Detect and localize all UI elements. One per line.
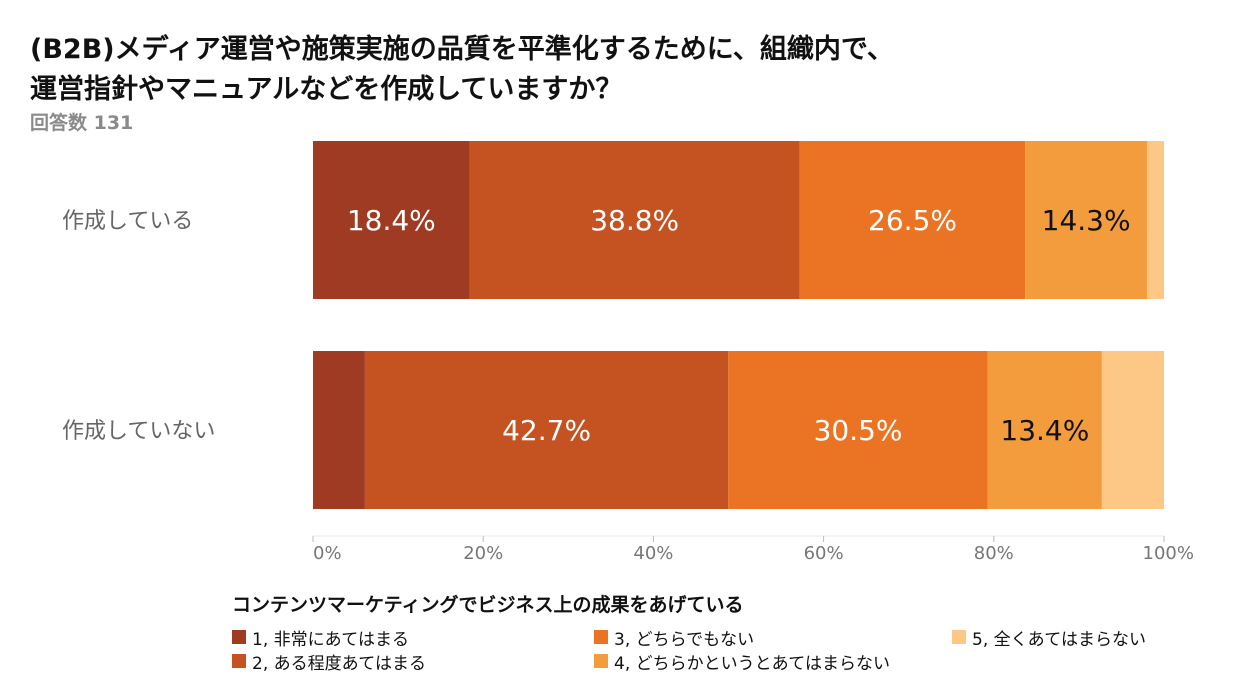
legend-swatch — [952, 630, 966, 644]
bar-segment — [1101, 351, 1164, 509]
response-count: 回答数 131 — [30, 112, 134, 134]
bar-segment — [1146, 141, 1164, 299]
legend-item: 1, 非常にあてはまる — [232, 626, 409, 650]
chart-title-line-2: 運営指針やマニュアルなどを作成していますか？ — [30, 74, 623, 105]
data-label: 42.7% — [502, 414, 591, 447]
stacked-bar-chart: 作成している 18.4% 38.8% 26.5% 14.3% 作成していない 42.7% 30… — [62, 141, 1194, 564]
legend-item: 4, どちらかというとあてはまらない — [594, 650, 890, 674]
data-label: 38.8% — [590, 204, 679, 237]
legend-label: 1, 非常にあてはまる — [252, 629, 409, 650]
legend-swatch — [232, 654, 246, 668]
bar-segment — [987, 351, 1102, 509]
bar-segment — [469, 141, 800, 299]
x-tick-label: 40% — [633, 543, 673, 564]
data-label: 14.3% — [1042, 204, 1131, 237]
chart-title: (B2B)メディア運営や施策実施の品質を平準化するために、組織内で、 運営指針や… — [30, 30, 1210, 110]
legend-item: 5, 全くあてはまらない — [952, 626, 1146, 650]
chart-title-line-1: (B2B)メディア運営や施策実施の品質を平準化するために、組織内で、 — [30, 34, 894, 65]
x-tick-label: 60% — [804, 543, 844, 564]
legend: 1, 非常にあてはまる 2, ある程度あてはまる 3, どちらでもない 4, どちらか… — [232, 626, 1232, 674]
x-tick-label: 100% — [1143, 543, 1194, 564]
data-label: 26.5% — [868, 204, 957, 237]
data-label: 13.4% — [1000, 414, 1089, 447]
legend-label: 3, どちらでもない — [614, 629, 755, 650]
legend-swatch — [594, 654, 608, 668]
legend-label: 5, 全くあてはまらない — [972, 629, 1146, 650]
bar-segment — [364, 351, 729, 509]
legend-item: 2, ある程度あてはまる — [232, 650, 426, 674]
bar-segment — [313, 141, 470, 299]
legend-title: コンテンツマーケティングでビジネス上の成果をあげている — [232, 594, 744, 616]
data-label: 30.5% — [814, 414, 903, 447]
bar-segment — [728, 351, 988, 509]
x-tick-label: 20% — [463, 543, 503, 564]
legend-label: 4, どちらかというとあてはまらない — [614, 653, 890, 674]
x-tick-label: 80% — [974, 543, 1014, 564]
legend-swatch — [232, 630, 246, 644]
bar-segment — [1025, 141, 1147, 299]
bar-segment — [799, 141, 1026, 299]
category-label: 作成している — [62, 209, 193, 234]
category-label: 作成していない — [62, 419, 215, 444]
bar-segment — [313, 351, 365, 509]
legend-label: 2, ある程度あてはまる — [252, 653, 426, 674]
x-tick-label: 0% — [313, 543, 342, 564]
data-label: 18.4% — [347, 204, 436, 237]
legend-item: 3, どちらでもない — [594, 626, 755, 650]
legend-swatch — [594, 630, 608, 644]
